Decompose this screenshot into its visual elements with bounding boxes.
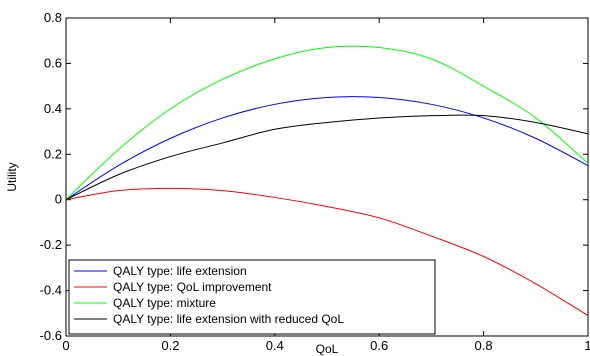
x-axis-label: QoL <box>316 342 339 356</box>
y-tick-label: -0.2 <box>40 237 62 252</box>
x-tick-label: 0.4 <box>266 338 284 353</box>
y-axis-label: Utility <box>5 162 19 191</box>
legend-label-2: QALY type: mixture <box>113 296 216 310</box>
y-tick-label: 0.4 <box>44 101 62 116</box>
series-line-2 <box>65 45 589 201</box>
legend-label-0: QALY type: life extension <box>113 264 247 278</box>
y-tick-label: 0.2 <box>44 146 62 161</box>
y-tick-label: 0 <box>55 192 62 207</box>
plot-area <box>65 17 589 337</box>
legend-label-3: QALY type: life extension with reduced Q… <box>113 312 344 326</box>
axis-ticks: 0 0.2 0.4 0.6 0.8 1 -0.6 -0.4 -0.2 0 0.2 0.4 0.6 0.8 <box>40 10 590 353</box>
x-tick-label: 0.2 <box>161 338 179 353</box>
legend-box <box>68 259 436 335</box>
series-lines <box>65 45 589 316</box>
series-line-3 <box>65 114 589 201</box>
x-tick-label: 0 <box>62 338 69 353</box>
series-line-1 <box>65 187 589 316</box>
legend-label-1: QALY type: QoL improvement <box>113 280 272 294</box>
y-tick-label: -0.6 <box>40 328 62 343</box>
legend: QALY type: life extension QALY type: QoL … <box>68 259 436 335</box>
x-tick-label: 0.6 <box>370 338 388 353</box>
y-tick-label: -0.4 <box>40 283 62 298</box>
x-tick-label: 1 <box>584 338 590 353</box>
y-tick-label: 0.6 <box>44 55 62 70</box>
x-tick-label: 0.8 <box>475 338 493 353</box>
y-tick-label: 0.8 <box>44 10 62 25</box>
series-line-0 <box>65 96 589 201</box>
